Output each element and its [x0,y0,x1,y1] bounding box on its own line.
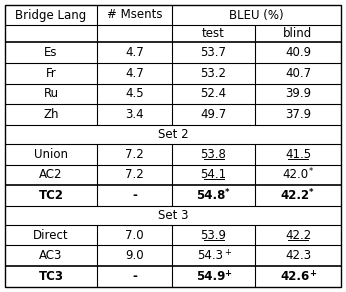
Text: -: - [132,189,137,202]
Text: TC3: TC3 [38,270,64,283]
Text: 7.2: 7.2 [125,168,144,181]
Text: 40.7: 40.7 [285,67,311,80]
Text: -: - [132,270,137,283]
Text: AC2: AC2 [39,168,63,181]
Text: Ru: Ru [44,87,58,100]
Text: 54.3: 54.3 [198,249,224,262]
Text: *: * [309,167,313,176]
Text: 53.9: 53.9 [200,229,227,241]
Text: 42.0: 42.0 [282,168,308,181]
Text: +: + [309,269,316,278]
Text: Direct: Direct [33,229,69,241]
Text: *: * [224,188,229,197]
Text: BLEU (%): BLEU (%) [229,8,284,22]
Text: blind: blind [283,27,313,40]
Text: 41.5: 41.5 [285,148,311,161]
Text: 54.1: 54.1 [200,168,227,181]
Text: 53.7: 53.7 [200,46,227,59]
Text: Es: Es [44,46,58,59]
Text: 7.0: 7.0 [125,229,144,241]
Text: Union: Union [34,148,68,161]
Text: 39.9: 39.9 [285,87,311,100]
Text: 53.2: 53.2 [200,67,227,80]
Text: Fr: Fr [46,67,56,80]
Text: *: * [309,188,313,197]
Text: 9.0: 9.0 [125,249,144,262]
Text: AC3: AC3 [39,249,63,262]
Text: Set 3: Set 3 [158,209,188,222]
Text: 53.8: 53.8 [201,148,226,161]
Text: 42.3: 42.3 [285,249,311,262]
Text: Zh: Zh [43,108,59,121]
Text: 37.9: 37.9 [285,108,311,121]
Text: 4.7: 4.7 [125,67,144,80]
Text: 4.7: 4.7 [125,46,144,59]
Text: 3.4: 3.4 [125,108,144,121]
Text: Bridge Lang: Bridge Lang [15,8,87,22]
Text: TC2: TC2 [38,189,64,202]
Text: 54.8: 54.8 [196,189,225,202]
Text: # Msents: # Msents [107,8,162,22]
Text: +: + [224,248,231,257]
Text: Set 2: Set 2 [158,128,188,141]
Text: 40.9: 40.9 [285,46,311,59]
Text: 7.2: 7.2 [125,148,144,161]
Text: 52.4: 52.4 [200,87,227,100]
Text: 42.2: 42.2 [281,189,310,202]
Text: 49.7: 49.7 [200,108,227,121]
Text: 42.6: 42.6 [280,270,310,283]
Text: 54.9: 54.9 [196,270,225,283]
Text: test: test [202,27,225,40]
Text: 42.2: 42.2 [285,229,311,241]
Text: 4.5: 4.5 [125,87,144,100]
Text: +: + [224,269,231,278]
